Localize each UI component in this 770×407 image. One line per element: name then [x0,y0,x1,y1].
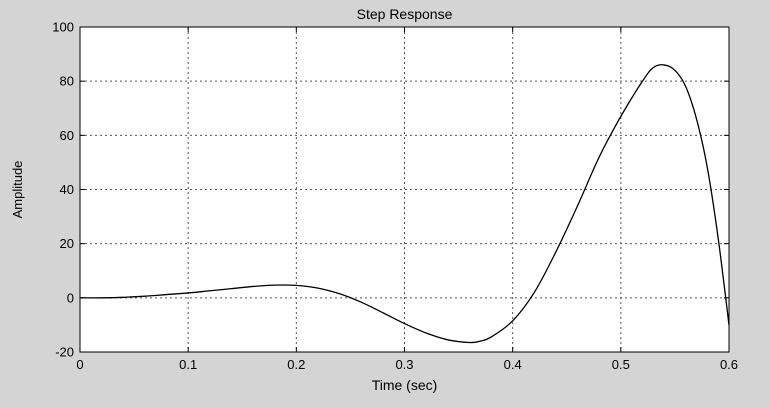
y-tick-label: 40 [60,182,74,197]
x-tick-label: 0.2 [287,357,305,372]
x-tick-label: 0.4 [504,357,522,372]
x-axis-label: Time (sec) [372,377,438,393]
x-tick-label: 0.5 [612,357,630,372]
series-layer [79,64,730,344]
y-tick-label: 100 [52,20,74,35]
y-axis-label: Amplitude [10,161,25,219]
x-tick-label: 0 [76,357,83,372]
x-tick-label: 0.6 [720,357,738,372]
y-tick-label: 80 [60,74,74,89]
y-tick-label: 60 [60,128,74,143]
chart-title: Step Response [357,6,453,22]
y-tick-label: -20 [55,345,74,360]
series-line-step-response [79,64,730,344]
x-tick-label: 0.1 [179,357,197,372]
grid [80,27,729,352]
y-tick-label: 0 [67,290,74,305]
x-tick-label: 0.3 [395,357,413,372]
plot-frame [79,26,730,353]
y-tick-label: 20 [60,236,74,251]
